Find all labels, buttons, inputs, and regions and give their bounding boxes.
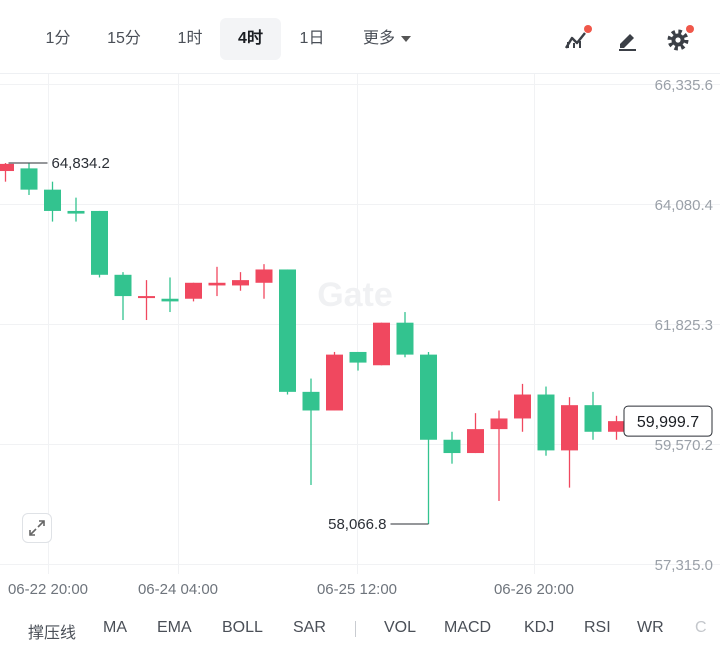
candle-body (373, 322, 390, 366)
x-axis-label: 06-25 12:00 (317, 581, 397, 598)
last-price-label: 59,999.7 (637, 414, 699, 431)
indicator-rsi[interactable]: RSI (584, 619, 611, 636)
candle-body (420, 354, 437, 440)
candle-body (584, 405, 602, 432)
indicator-vol[interactable]: VOL (384, 619, 417, 636)
last-price-box (623, 405, 713, 437)
indicator-ma[interactable]: MA (103, 619, 127, 636)
notification-badge (584, 25, 592, 33)
indicator-ema[interactable]: EMA (157, 619, 192, 636)
notification-badge (686, 25, 694, 33)
candle-up (561, 397, 578, 488)
gate-watermark: Gate (317, 276, 393, 314)
candle-up (326, 351, 343, 411)
tab-more[interactable]: 更多 (352, 18, 422, 60)
candle-down (396, 312, 414, 358)
candle-up (608, 415, 625, 440)
fullscreen-button[interactable] (22, 513, 52, 543)
candle-down (302, 378, 320, 485)
y-axis-label: 61,825.3 (655, 317, 713, 334)
candle-down (349, 351, 367, 371)
candle-down (20, 163, 38, 195)
candle-down (537, 386, 555, 456)
candle-body (67, 210, 85, 214)
candle-up (373, 322, 390, 366)
tab-1m[interactable]: 1分 (45, 30, 71, 47)
candle-down (91, 210, 108, 278)
candle-body (302, 391, 320, 411)
expand-icon (29, 520, 45, 536)
high-price-label: 64,834.2 (52, 155, 110, 172)
x-axis-label: 06-26 20:00 (494, 581, 574, 598)
indicator-bar: 撑压线 MA EMA BOLL SAR VOL MACD KDJ RSI WR … (0, 605, 720, 651)
settings-gear-icon[interactable] (666, 25, 694, 52)
candle-down (67, 197, 85, 222)
candle-body (537, 394, 555, 451)
tab-4h[interactable]: 4时 (220, 18, 281, 60)
candle-down (420, 351, 437, 524)
chevron-down-icon (401, 35, 411, 42)
candle-body (20, 168, 38, 190)
y-axis-label: 59,570.2 (655, 437, 713, 454)
candle-body (326, 354, 343, 411)
candle-body (208, 282, 226, 286)
candle-body (443, 439, 461, 454)
x-axis-label: 06-22 20:00 (8, 581, 88, 598)
indicator-chart-icon[interactable] (564, 25, 592, 52)
candle-down (443, 431, 461, 464)
y-axis-label: 64,080.4 (655, 197, 713, 214)
x-axis-label: 06-24 04:00 (138, 581, 218, 598)
tab-1h[interactable]: 1时 (177, 30, 203, 47)
candle-body (232, 280, 249, 286)
candle-body (114, 274, 132, 297)
candle-body (514, 394, 531, 419)
candle-body (138, 296, 155, 299)
candle-down (161, 277, 179, 313)
candle-up (232, 272, 249, 291)
candle-up (208, 266, 226, 297)
candle-body (396, 322, 414, 355)
candle-body (467, 429, 484, 454)
candle-up (490, 410, 508, 501)
chart-canvas: Gate 64,834.2 58,066.8 59,999.7 66,335.6 64… (0, 74, 720, 598)
indicator-sar[interactable]: SAR (293, 619, 326, 636)
tab-more-label: 更多 (362, 30, 395, 47)
indicator-support-resistance[interactable]: 撑压线 (28, 625, 77, 642)
indicator-divider (355, 621, 356, 637)
indicator-macd[interactable]: MACD (444, 619, 492, 636)
candle-down (44, 181, 61, 222)
candle-body (255, 269, 273, 283)
candle-up (255, 264, 273, 299)
candle-body (279, 269, 296, 392)
candle-body (44, 189, 61, 211)
candle-up (467, 413, 484, 454)
candle-up (185, 282, 202, 302)
candle-body (561, 405, 578, 451)
candle-body (608, 421, 625, 432)
candle-body (490, 418, 508, 430)
candle-down (279, 269, 296, 395)
low-price-label: 58,066.8 (328, 516, 386, 533)
interval-toolbar: 1分 15分 1时 4时 1日 更多 (0, 0, 720, 74)
candle-up (514, 383, 531, 432)
indicator-kdj[interactable]: KDJ (524, 619, 555, 636)
candle-body (91, 210, 108, 275)
candlestick-chart[interactable]: Gate 64,834.2 58,066.8 59,999.7 66,335.6 64… (0, 74, 720, 604)
candle-up (0, 163, 14, 182)
candle-body (0, 163, 14, 172)
candle-up (138, 280, 155, 321)
candle-body (161, 298, 179, 302)
y-axis-label: 66,335.6 (655, 77, 713, 94)
candle-body (185, 282, 202, 299)
tab-15m[interactable]: 15分 (107, 30, 141, 47)
candle-down (114, 272, 132, 321)
indicator-cci[interactable]: C (695, 619, 707, 636)
y-axis-label: 57,315.0 (655, 557, 713, 574)
indicator-boll[interactable]: BOLL (222, 619, 263, 636)
indicator-wr[interactable]: WR (637, 619, 664, 636)
candle-body (349, 351, 367, 363)
candle-down (584, 391, 602, 440)
draw-pen-icon[interactable] (615, 28, 641, 52)
tab-1d[interactable]: 1日 (299, 30, 325, 47)
